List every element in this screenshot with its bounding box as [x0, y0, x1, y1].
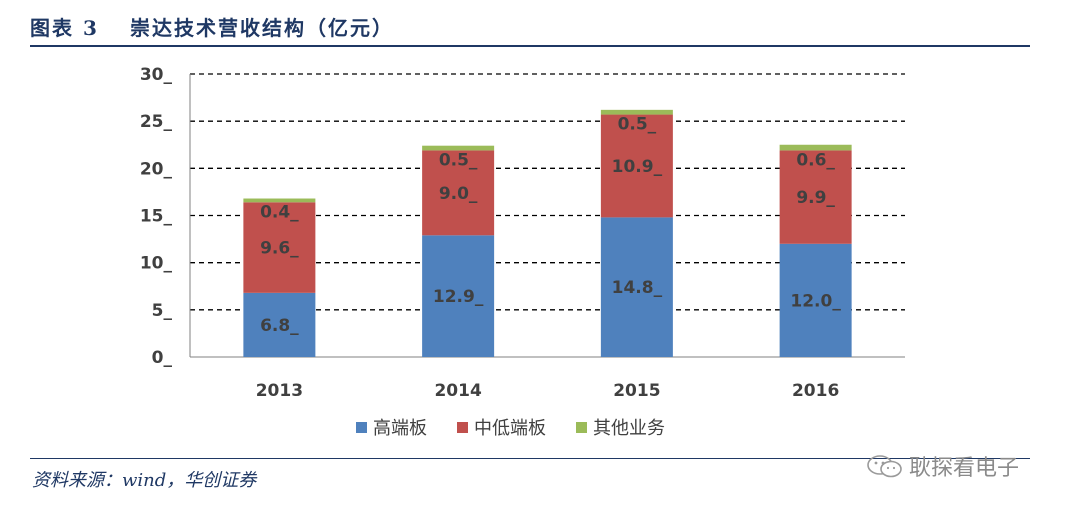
data-label: 0.6_ — [796, 150, 835, 170]
data-label: 12.0_ — [790, 291, 841, 311]
legend-swatch-mid-low — [457, 421, 468, 433]
bar-2016-series-1 — [779, 150, 852, 244]
y-tick-label: 20_ — [140, 159, 173, 179]
legend-label-mid-low: 中低端板 — [474, 418, 546, 439]
y-tick-label: 0_ — [152, 348, 173, 368]
bar-2013-series-1 — [243, 202, 316, 293]
bar-2014-series-1 — [422, 150, 495, 236]
y-tick-label: 25_ — [140, 112, 173, 132]
bar-2015-series-0 — [600, 217, 673, 357]
footer-rule — [30, 458, 1030, 459]
x-tick-label: 2015 — [613, 381, 660, 401]
watermark: 耿探看电子 — [865, 450, 1019, 482]
legend-label-high-end: 高端板 — [373, 418, 427, 439]
wechat-icon — [867, 455, 902, 478]
data-label: 9.9_ — [796, 188, 835, 208]
stacked-bar-chart: 0_ 5_ 10_ 15_ 20_ 25_ 30_ 6.8_ 9.6_ 0.4_ 2013 12.9_… — [140, 65, 905, 401]
legend-item-high-end: 高端板 — [356, 414, 427, 440]
chart-title: 崇达技术营收结构（亿元） — [130, 16, 394, 40]
bar-2013-series-2 — [243, 198, 316, 203]
data-label: 10.9_ — [612, 157, 663, 177]
legend: 高端板 中低端板 其他业务 — [356, 414, 695, 440]
data-label: 14.8_ — [612, 278, 663, 298]
source-note: 资料来源：wind，华创证券 — [32, 470, 257, 491]
x-tick-label: 2013 — [256, 381, 303, 401]
bar-2014-series-0 — [422, 235, 495, 357]
data-label: 9.6_ — [260, 239, 299, 259]
bar-2015-series-1 — [600, 114, 673, 218]
x-tick-label: 2016 — [792, 381, 839, 401]
legend-item-mid-low: 中低端板 — [457, 414, 546, 440]
bar-2013-series-0 — [243, 292, 316, 357]
watermark-text: 耿探看电子 — [909, 456, 1020, 481]
bar-2015-series-2 — [600, 109, 673, 115]
bar-2014-series-2 — [422, 145, 495, 151]
y-tick-label: 5_ — [152, 301, 173, 321]
figure-label: 图表 3 — [30, 16, 99, 40]
x-tick-label: 2014 — [434, 381, 481, 401]
data-label: 12.9_ — [433, 287, 484, 307]
bar-2016-series-2 — [779, 144, 852, 151]
y-tick-label: 10_ — [140, 254, 173, 274]
bar-2016-series-0 — [779, 243, 852, 357]
data-label: 6.8_ — [260, 316, 299, 336]
legend-swatch-high-end — [356, 421, 367, 433]
data-label: 0.5_ — [618, 115, 657, 135]
y-tick-label: 30_ — [140, 65, 173, 85]
data-label: 9.0_ — [439, 184, 478, 204]
data-label: 0.4_ — [260, 202, 299, 222]
header-rule — [30, 45, 1030, 47]
legend-item-other: 其他业务 — [576, 414, 665, 440]
data-label: 0.5_ — [439, 150, 478, 170]
legend-swatch-other — [576, 421, 587, 433]
y-tick-label: 15_ — [140, 207, 173, 227]
figure-header: 图表 3 崇达技术营收结构（亿元） — [30, 8, 1030, 48]
legend-label-other: 其他业务 — [593, 418, 665, 439]
